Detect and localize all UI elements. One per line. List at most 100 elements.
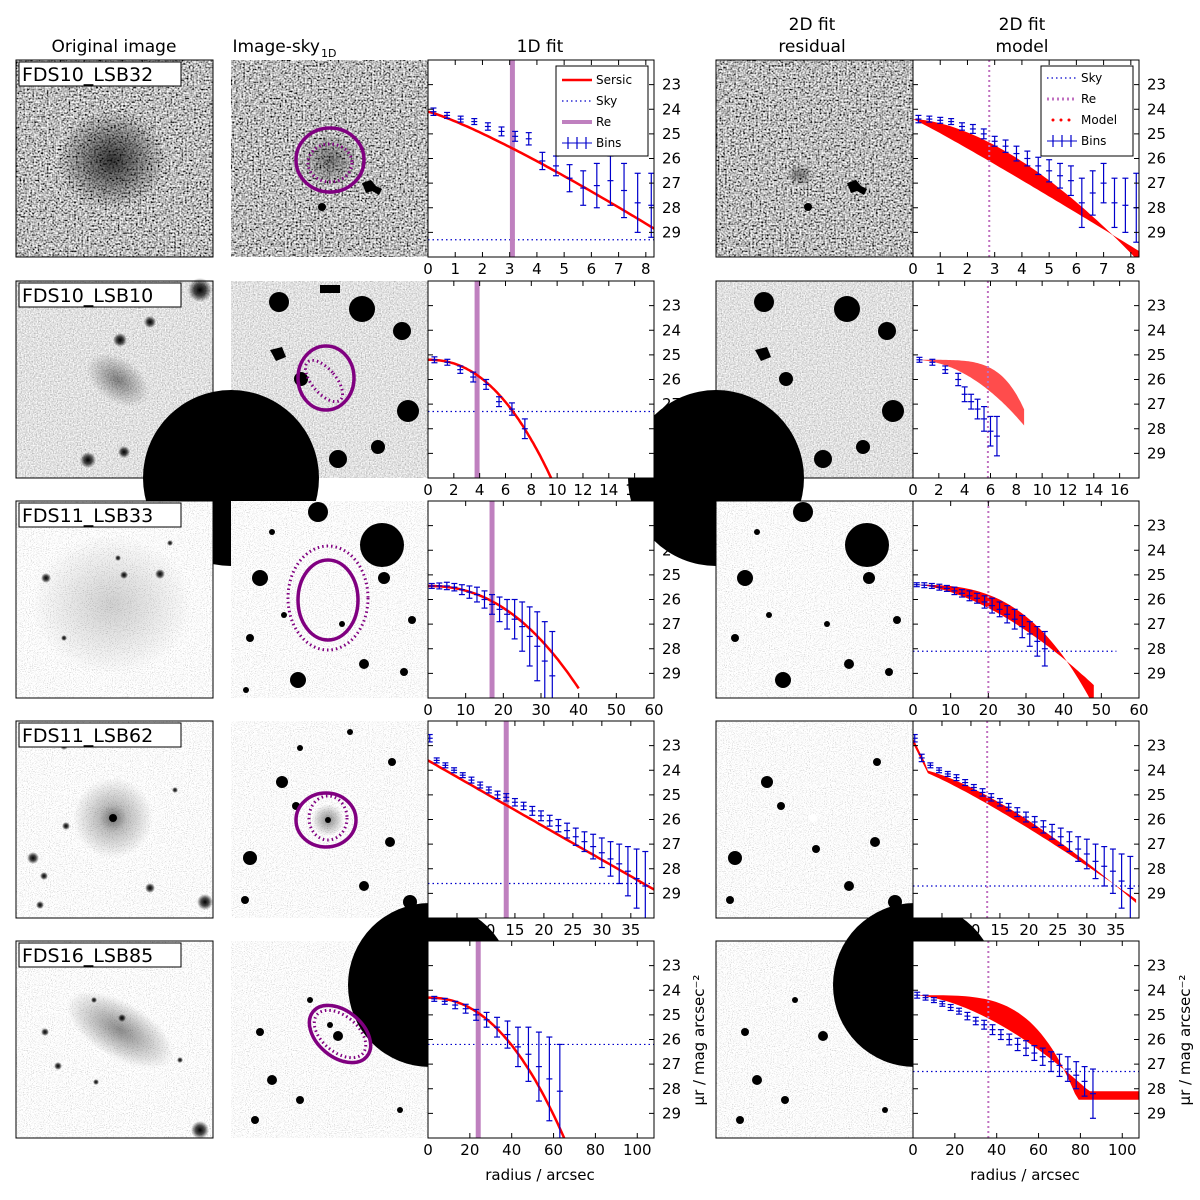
y-tick-label: 24 <box>662 541 681 559</box>
x-tick-label: 6 <box>501 481 511 499</box>
ellipse-1d-2 <box>296 344 356 412</box>
x-tick-label: 6 <box>1072 260 1082 278</box>
original-image-1: FDS10_LSB32 <box>15 59 214 258</box>
bin-point <box>593 162 600 209</box>
y-tick-label: 23 <box>662 957 681 975</box>
plot-1d-row5: 0 20 40 60 80 100 23 24 25 26 27 28 29 <box>423 940 681 1159</box>
bin-point <box>1006 1033 1013 1046</box>
y-tick-label: 27 <box>1147 395 1166 413</box>
y-tick-label: 25 <box>662 566 681 584</box>
plot-background <box>428 281 654 478</box>
x-tick-label: 30 <box>531 701 550 719</box>
bin-point <box>947 1003 954 1012</box>
bin-point <box>928 582 935 590</box>
bin-point <box>504 1020 511 1049</box>
row-fds10-lsb32: FDS10_LSB32 <box>15 59 914 258</box>
bin-point <box>539 151 546 171</box>
bin-point <box>1049 823 1056 840</box>
bin-point <box>458 584 465 596</box>
bin-point <box>457 365 464 374</box>
plot-content <box>913 721 1139 918</box>
bin-point <box>1005 802 1012 812</box>
x-tick-label: 20 <box>979 701 998 719</box>
x-tick-label: 3 <box>990 260 1000 278</box>
x-tick-label: 0 <box>908 481 918 499</box>
x-tick-label: 10 <box>456 701 475 719</box>
x-tick-label: 4 <box>1017 260 1027 278</box>
x-tick-label: 35 <box>621 921 640 939</box>
x-tick-label: 7 <box>614 260 624 278</box>
legend-swatch-model <box>1067 118 1071 122</box>
y-tick-label: 24 <box>1147 321 1166 339</box>
bin-point <box>939 1000 946 1007</box>
legend-2d: Sky Re Model Bins <box>1040 65 1134 157</box>
y-tick-label: 25 <box>1147 346 1166 364</box>
bin-point <box>996 601 1003 618</box>
y-tick-label: 29 <box>1147 444 1166 462</box>
y-tick-label: 26 <box>662 811 681 829</box>
bin-point <box>1024 150 1031 167</box>
x-tick-label: 4 <box>475 481 485 499</box>
y-tick-label: 28 <box>662 640 681 658</box>
y-tick-label: 24 <box>662 100 681 118</box>
bin-point <box>1011 608 1018 630</box>
bin-point <box>489 593 496 615</box>
x-tick-label: 80 <box>586 1141 605 1159</box>
residual-image-3 <box>715 500 914 699</box>
bin-point <box>1031 815 1038 828</box>
plot-1d-row3: 0 10 20 30 40 50 60 23 24 25 26 27 28 29 <box>423 500 681 719</box>
y-tick-label: 23 <box>662 517 681 535</box>
col-title-sky: Image-sky <box>232 37 320 57</box>
bin-point <box>1118 853 1125 909</box>
bin-point <box>937 116 944 124</box>
y-tick-label: 23 <box>662 76 681 94</box>
sersic-curve <box>428 110 654 230</box>
y-tick-label: 27 <box>662 395 681 413</box>
ellipse-re-1 <box>306 142 354 184</box>
bin-point <box>1023 811 1029 823</box>
col-title-model-l2: model <box>996 37 1049 57</box>
y-tick-label: 23 <box>1147 76 1166 94</box>
bin-point <box>989 1024 996 1036</box>
x-tick-label: 80 <box>1071 1141 1090 1159</box>
x-tick-label: 10 <box>548 481 567 499</box>
bin-point <box>462 1003 469 1014</box>
col-title-sky-sub: 1D <box>321 47 336 60</box>
y-tick-label: 27 <box>662 615 681 633</box>
bin-point <box>508 402 515 416</box>
bin-point <box>1092 843 1099 880</box>
bin-point <box>1056 1053 1063 1078</box>
x-tick-label: 3 <box>505 260 515 278</box>
bin-point <box>572 827 579 846</box>
bin-point <box>535 1031 542 1102</box>
y-tick-label: 29 <box>662 664 681 682</box>
bin-point <box>546 1036 553 1122</box>
bin-point <box>1078 177 1085 229</box>
y-tick-label: 28 <box>1147 860 1166 878</box>
y-tick-label: 27 <box>1147 615 1166 633</box>
bin-point <box>955 372 962 387</box>
y-tick-label: 27 <box>1147 835 1166 853</box>
bin-point <box>1122 177 1129 233</box>
bin-point <box>962 779 969 787</box>
plot-2d-row3: 0 10 20 30 40 50 60 23 24 25 26 27 28 29 <box>908 500 1166 719</box>
bin-point <box>948 118 955 126</box>
bin-point <box>466 585 473 599</box>
galaxy-label-2: FDS10_LSB10 <box>22 285 153 307</box>
bin-point <box>1073 1061 1080 1090</box>
x-tick-label: 5 <box>452 921 462 939</box>
bin-point <box>485 786 492 794</box>
plot-content <box>428 721 654 918</box>
y-tick-label: 24 <box>1147 100 1166 118</box>
x-tick-label: 10 <box>961 921 980 939</box>
y-tick-label: 25 <box>662 125 681 143</box>
y-tick-label: 27 <box>1147 174 1166 192</box>
galaxy-label-5: FDS16_LSB85 <box>22 945 153 967</box>
original-image-3: FDS11_LSB33 <box>15 500 214 699</box>
bin-point <box>471 118 478 126</box>
bin-point <box>555 818 562 833</box>
x-tick-label: 30 <box>1077 921 1096 939</box>
bin-point <box>1040 820 1047 834</box>
ylabel-1d: μr / mag arcsec⁻² <box>690 975 708 1106</box>
